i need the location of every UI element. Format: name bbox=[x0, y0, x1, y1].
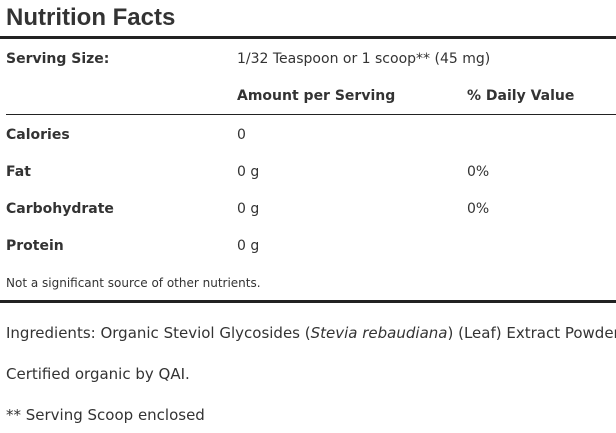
nutrient-amount: 0 bbox=[237, 127, 246, 143]
top-divider bbox=[0, 36, 616, 39]
ingredients-suffix: ) (Leaf) Extract Powder. bbox=[447, 324, 616, 342]
nutrient-name: Fat bbox=[6, 164, 31, 180]
amount-per-serving-header: Amount per Serving bbox=[237, 88, 396, 104]
nutrient-amount: 0 g bbox=[237, 238, 260, 254]
ingredients-latin-name: Stevia rebaudiana bbox=[310, 324, 448, 342]
nutrient-daily-value: 0% bbox=[467, 201, 490, 217]
nutrient-daily-value: 0% bbox=[467, 164, 490, 180]
daily-value-header: % Daily Value bbox=[467, 88, 575, 104]
scoop-note: ** Serving Scoop enclosed bbox=[6, 406, 205, 424]
nutrient-amount: 0 g bbox=[237, 164, 260, 180]
nutrient-amount: 0 g bbox=[237, 201, 260, 217]
page-title: Nutrition Facts bbox=[6, 4, 176, 31]
ingredients-prefix: Ingredients: Organic Steviol Glycosides … bbox=[6, 324, 311, 342]
nutrient-name: Calories bbox=[6, 127, 70, 143]
serving-size-value: 1/32 Teaspoon or 1 scoop** (45 mg) bbox=[237, 51, 491, 67]
serving-size-label: Serving Size: bbox=[6, 51, 110, 67]
certification-text: Certified organic by QAI. bbox=[6, 365, 190, 383]
header-divider bbox=[6, 114, 616, 115]
nutrient-name: Protein bbox=[6, 238, 64, 254]
nutrient-name: Carbohydrate bbox=[6, 201, 114, 217]
footnote: Not a significant source of other nutrie… bbox=[6, 276, 261, 290]
ingredients-text: Ingredients: Organic Steviol Glycosides … bbox=[6, 323, 616, 343]
bottom-divider bbox=[0, 300, 616, 303]
